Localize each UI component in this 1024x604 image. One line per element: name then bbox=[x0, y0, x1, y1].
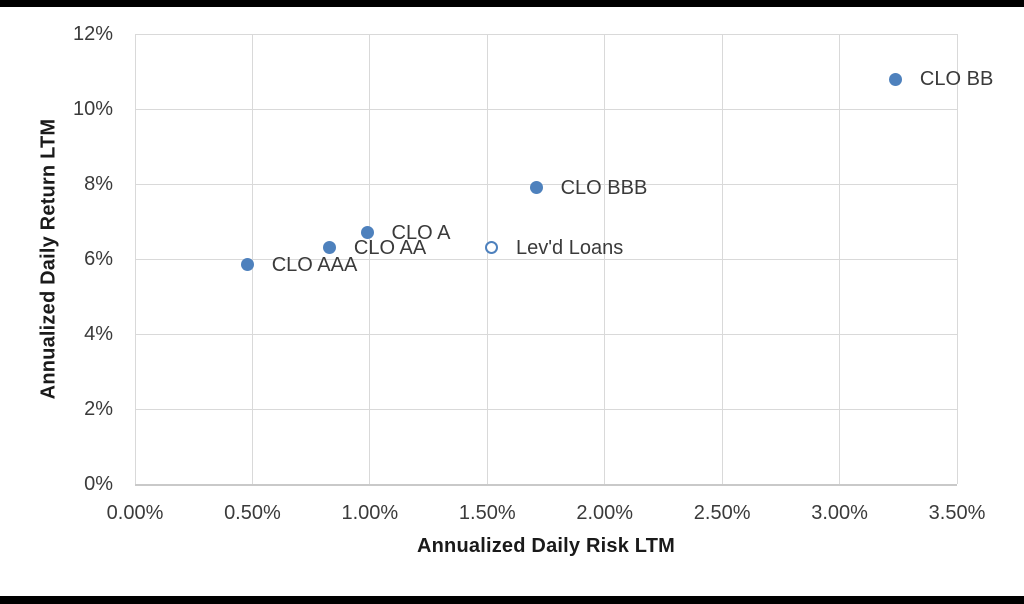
y-tick-label: 6% bbox=[84, 248, 113, 270]
x-tick-label: 1.00% bbox=[341, 502, 399, 524]
y-tick-label: 2% bbox=[84, 398, 113, 420]
plot-area: CLO AAA CLO AA CLO A Lev'd Loans CLO BBB CLO … bbox=[134, 33, 993, 486]
gridline-vertical bbox=[956, 34, 958, 484]
data-point-clo-bb bbox=[889, 72, 903, 86]
x-tick-label: 3.00% bbox=[811, 502, 868, 524]
top-black-border bbox=[0, 0, 1024, 7]
gridline-horizontal bbox=[135, 408, 957, 410]
y-tick-label: 12% bbox=[72, 23, 113, 45]
x-tick-label: 1.50% bbox=[458, 502, 516, 524]
x-tick-label: 2.00% bbox=[576, 502, 634, 524]
gridline-horizontal bbox=[135, 258, 957, 260]
data-point-clo-aaa bbox=[241, 258, 255, 272]
data-point-clo-bbb bbox=[530, 181, 544, 195]
x-axis-title: Annualized Daily Risk LTM bbox=[417, 535, 675, 557]
x-tick-label: 2.50% bbox=[693, 502, 751, 524]
data-point-lev-d-loans bbox=[485, 241, 499, 255]
x-tick-label: 0.00% bbox=[106, 502, 164, 524]
y-tick-label: 10% bbox=[72, 98, 113, 120]
data-point-label: CLO BBB bbox=[560, 176, 648, 199]
y-tick-label: 4% bbox=[84, 323, 113, 345]
gridline-horizontal bbox=[135, 33, 957, 35]
data-point-label: CLO AA bbox=[353, 236, 427, 259]
gridline-horizontal bbox=[135, 183, 957, 185]
data-point-label: Lev'd Loans bbox=[515, 236, 624, 259]
data-point-clo-aa bbox=[323, 241, 337, 255]
data-point-label: CLO AAA bbox=[271, 253, 358, 276]
gridline-horizontal bbox=[135, 333, 957, 335]
bottom-black-border bbox=[0, 596, 1024, 604]
data-point-clo-a bbox=[361, 226, 374, 240]
x-tick-label: 0.50% bbox=[224, 502, 281, 524]
y-tick-label: 0% bbox=[84, 473, 113, 495]
data-point-label: CLO A bbox=[391, 221, 451, 244]
data-point-label: CLO BB bbox=[919, 68, 994, 90]
x-tick-label: 3.50% bbox=[928, 502, 986, 524]
y-tick-label: 8% bbox=[84, 173, 113, 195]
gridline-horizontal bbox=[135, 108, 957, 110]
